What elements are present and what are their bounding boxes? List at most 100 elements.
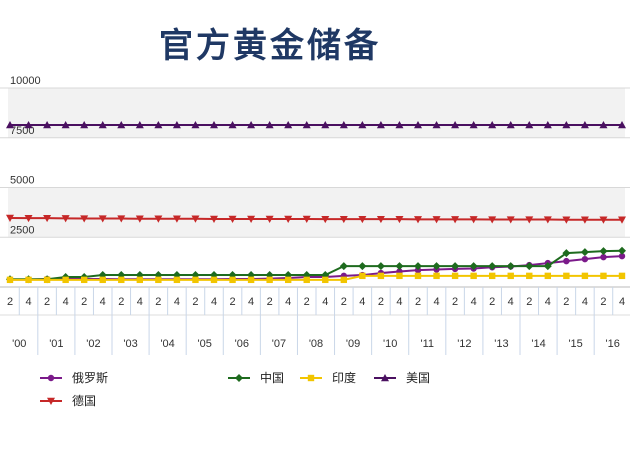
- data-point: [525, 262, 534, 271]
- data-point: [210, 276, 218, 284]
- data-point: [99, 276, 106, 284]
- data-point: [618, 252, 626, 260]
- x-quarter-label: 2: [7, 296, 13, 308]
- x-quarter-label: 4: [619, 296, 625, 308]
- data-point: [322, 276, 329, 284]
- data-point: [117, 215, 126, 223]
- data-point: [284, 121, 293, 129]
- x-year-label: '16: [606, 338, 620, 350]
- x-quarter-label: 4: [545, 296, 551, 308]
- chart-title: 官方黄金储备: [159, 26, 381, 66]
- data-point: [600, 253, 607, 261]
- plot-band: [8, 187, 625, 238]
- x-quarter-label: 2: [229, 296, 235, 308]
- data-point: [469, 121, 478, 129]
- data-point: [284, 215, 293, 223]
- data-point: [488, 121, 497, 129]
- data-point: [618, 246, 626, 255]
- data-point: [376, 121, 385, 129]
- x-year-label: '07: [272, 338, 286, 350]
- data-point: [191, 215, 200, 223]
- data-point: [266, 276, 273, 284]
- data-point: [339, 215, 348, 224]
- x-quarter-label: 4: [396, 296, 402, 308]
- x-year-label: '04: [160, 338, 174, 350]
- series-line: [9, 216, 622, 221]
- data-point: [451, 262, 460, 271]
- data-point: [488, 216, 497, 224]
- x-quarter-label: 2: [118, 296, 124, 308]
- x-quarter-label: 4: [137, 296, 143, 308]
- data-point: [451, 121, 460, 129]
- data-point: [562, 121, 571, 129]
- data-point: [247, 276, 255, 284]
- x-quarter-label: 4: [211, 296, 217, 308]
- x-quarter-label: 2: [415, 296, 421, 308]
- data-point: [359, 272, 366, 280]
- data-point: [506, 216, 515, 224]
- x-quarter-label: 2: [563, 296, 569, 308]
- legend-label[interactable]: 俄罗斯: [72, 371, 108, 385]
- x-year-label: '06: [235, 338, 249, 350]
- data-point: [562, 249, 571, 258]
- data-point: [581, 272, 589, 280]
- data-point: [580, 248, 589, 257]
- y-tick-label: 10000: [10, 75, 41, 87]
- data-point: [618, 216, 626, 224]
- data-point: [525, 216, 534, 224]
- data-point: [432, 121, 441, 129]
- data-point: [98, 121, 107, 129]
- data-point: [284, 276, 292, 284]
- data-point: [525, 121, 534, 129]
- data-point: [358, 215, 367, 224]
- data-point: [80, 121, 89, 129]
- data-point: [414, 262, 422, 271]
- legend-label[interactable]: 德国: [72, 393, 96, 408]
- data-point: [340, 276, 348, 284]
- data-point: [210, 215, 218, 223]
- data-point: [155, 276, 162, 284]
- data-point: [432, 262, 441, 271]
- x-quarter-label: 2: [267, 296, 273, 308]
- data-point: [470, 272, 477, 280]
- data-point: [6, 214, 14, 222]
- series-line: [10, 249, 623, 281]
- x-quarter-label: 4: [248, 296, 254, 308]
- x-quarter-label: 2: [600, 296, 606, 308]
- x-year-label: '08: [309, 338, 323, 350]
- data-point: [321, 121, 330, 129]
- x-quarter-label: 2: [452, 296, 458, 308]
- data-point: [618, 272, 626, 280]
- y-tick-label: 5000: [10, 175, 34, 187]
- data-point: [451, 272, 459, 280]
- plot-band: [8, 137, 625, 188]
- data-point: [377, 272, 385, 280]
- legend-swatch-marker: [47, 374, 55, 382]
- data-point: [302, 121, 311, 129]
- x-quarter-label: 4: [285, 296, 291, 308]
- data-point: [618, 121, 626, 129]
- data-point: [6, 121, 14, 129]
- data-point: [302, 215, 311, 223]
- data-point: [563, 257, 570, 265]
- data-point: [506, 121, 515, 129]
- data-point: [24, 214, 33, 223]
- data-point: [488, 272, 496, 280]
- legend-label[interactable]: 印度: [332, 370, 356, 385]
- x-year-label: '00: [12, 338, 26, 350]
- data-point: [61, 121, 70, 129]
- x-year-label: '14: [531, 338, 545, 350]
- data-point: [396, 272, 403, 280]
- data-point: [118, 276, 125, 284]
- x-quarter-label: 4: [582, 296, 588, 308]
- data-point: [507, 272, 514, 280]
- data-point: [25, 276, 32, 284]
- data-point: [265, 215, 274, 223]
- data-point: [173, 276, 181, 284]
- legend-label[interactable]: 美国: [406, 371, 430, 385]
- data-point: [376, 215, 385, 224]
- legend-label[interactable]: 中国: [260, 370, 284, 385]
- data-point: [154, 215, 163, 223]
- data-point: [562, 216, 571, 224]
